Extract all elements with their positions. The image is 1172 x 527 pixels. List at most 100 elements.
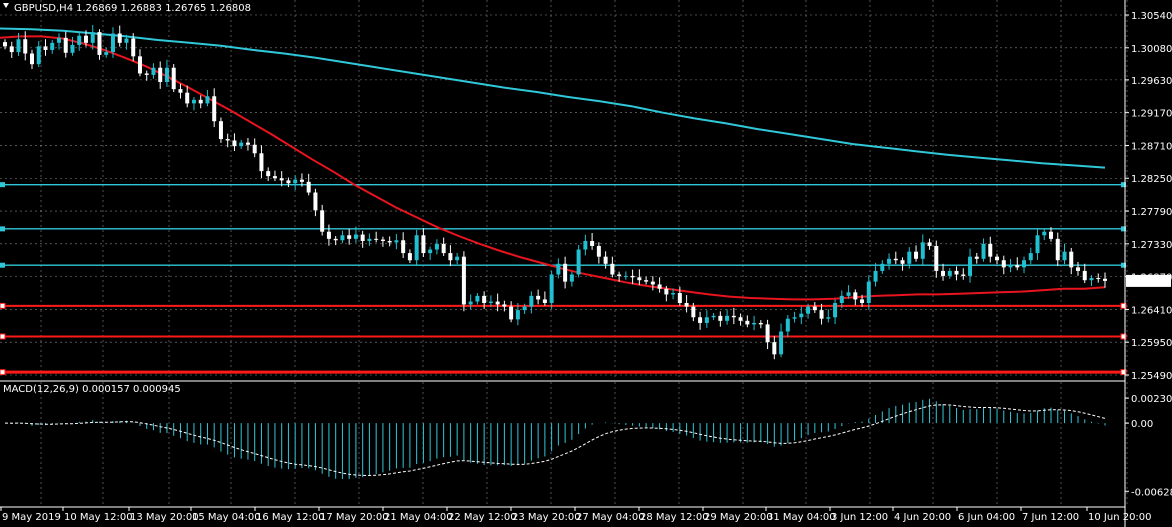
x-tick-label: 29 May 20:00 <box>704 512 773 523</box>
candle-bull <box>488 301 493 303</box>
candle-bull <box>77 35 82 45</box>
line-handle-icon[interactable] <box>1120 302 1127 309</box>
x-tick-label: 23 May 20:00 <box>512 512 581 523</box>
ohlc-label: 1.26869 1.26883 1.26765 1.26808 <box>76 3 251 14</box>
macd-y-tick-label: -0.006281 <box>1131 487 1172 498</box>
candle-bull <box>981 243 986 259</box>
candle-bear <box>306 181 311 193</box>
line-handle-icon[interactable] <box>0 333 6 340</box>
candle-bull <box>549 274 554 303</box>
candle-bull <box>353 234 358 239</box>
candle-bull <box>151 67 156 75</box>
candle-bull <box>826 317 831 319</box>
candles <box>3 24 1107 360</box>
candle-bull <box>806 306 811 314</box>
candle-bear <box>1076 267 1081 271</box>
candle-bear <box>536 295 541 300</box>
line-handle-icon[interactable] <box>0 262 5 268</box>
candle-bear <box>421 235 426 254</box>
candle-bear <box>758 322 763 325</box>
candle-bear <box>637 277 642 281</box>
candle-bear <box>259 153 264 172</box>
candle-bear <box>374 238 379 240</box>
candle-bear <box>914 251 919 259</box>
macd-y-tick-label: 0.00 <box>1131 419 1153 430</box>
candle-bear <box>158 67 163 83</box>
x-tick-label: 21 May 04:00 <box>384 512 453 523</box>
candle-bull <box>839 295 844 303</box>
candle-bear <box>1015 265 1020 268</box>
line-handle-icon[interactable] <box>1121 182 1126 188</box>
candle-bear <box>664 288 669 295</box>
x-tick-label: 10 Jun 20:00 <box>1088 512 1152 523</box>
candle-bear <box>218 121 223 140</box>
candle-bull <box>529 295 534 307</box>
candle-bear <box>3 42 7 47</box>
line-handle-icon[interactable] <box>0 182 5 188</box>
candle-bear <box>495 301 500 305</box>
candle-bull <box>428 249 433 254</box>
candle-bear <box>765 324 770 343</box>
x-tick-label: 4 Jun 20:00 <box>894 512 951 523</box>
candle-bear <box>401 240 406 254</box>
candle-bull <box>1042 231 1047 236</box>
line-handle-icon[interactable] <box>0 369 6 376</box>
candle-bear <box>961 274 966 276</box>
candle-bull <box>367 238 372 241</box>
candle-bear <box>299 179 304 182</box>
candle-bear <box>772 342 777 355</box>
candle-bull <box>873 270 878 282</box>
line-handle-icon[interactable] <box>1121 226 1126 232</box>
candle-bull <box>1022 260 1027 268</box>
candle-bear <box>1055 238 1060 261</box>
candle-bear <box>644 280 649 282</box>
candle-bull <box>90 32 95 43</box>
candle-bear <box>97 32 102 55</box>
x-tick-label: 10 May 12:00 <box>64 512 133 523</box>
horizontal-levels[interactable] <box>0 182 1127 376</box>
price-axis: 1.30540 1.30080 1.29630 1.29170 1.28710 1.282… <box>1125 11 1172 498</box>
candle-bull <box>164 67 169 83</box>
line-handle-icon[interactable] <box>0 302 6 309</box>
line-handle-icon[interactable] <box>1121 262 1126 268</box>
candle-bull <box>1089 278 1094 281</box>
candle-bull <box>340 235 345 241</box>
candle-bull <box>293 179 298 184</box>
candle-bear <box>407 253 412 261</box>
candle-bull <box>968 256 973 276</box>
candle-bull <box>1035 235 1040 254</box>
dropdown-triangle-icon[interactable] <box>3 3 9 8</box>
line-handle-icon[interactable] <box>0 226 5 232</box>
candle-bear <box>144 73 149 75</box>
y-tick-label: 1.30080 <box>1131 44 1172 55</box>
candle-bear <box>812 306 817 311</box>
x-tick-label: 27 May 04:00 <box>576 512 645 523</box>
y-tick-label: 1.29170 <box>1131 109 1172 120</box>
macd-panel <box>4 398 1106 480</box>
candle-bear <box>117 33 122 43</box>
line-handle-icon[interactable] <box>1120 333 1127 340</box>
candle-bull <box>1062 251 1067 261</box>
candle-bear <box>313 192 318 211</box>
candle-bear <box>441 243 446 254</box>
candle-bull <box>124 38 129 43</box>
candle-bull <box>1028 253 1033 261</box>
line-handle-icon[interactable] <box>1120 369 1127 376</box>
candle-bull <box>414 235 419 261</box>
candle-bear <box>131 38 136 57</box>
candle-bull <box>799 313 804 318</box>
y-tick-label: 1.27790 <box>1131 207 1172 218</box>
candle-bull <box>671 293 676 295</box>
candle-bear <box>563 263 568 282</box>
y-tick-label: 1.25950 <box>1131 338 1172 349</box>
candle-bear <box>1001 260 1006 268</box>
candle-bear <box>617 274 622 276</box>
candle-bear <box>198 99 203 104</box>
candle-bear <box>738 317 743 321</box>
candle-bear <box>83 35 88 43</box>
candle-bull <box>576 249 581 275</box>
candle-bear <box>677 293 682 303</box>
candle-bear <box>502 304 507 307</box>
candle-bear <box>9 46 14 53</box>
